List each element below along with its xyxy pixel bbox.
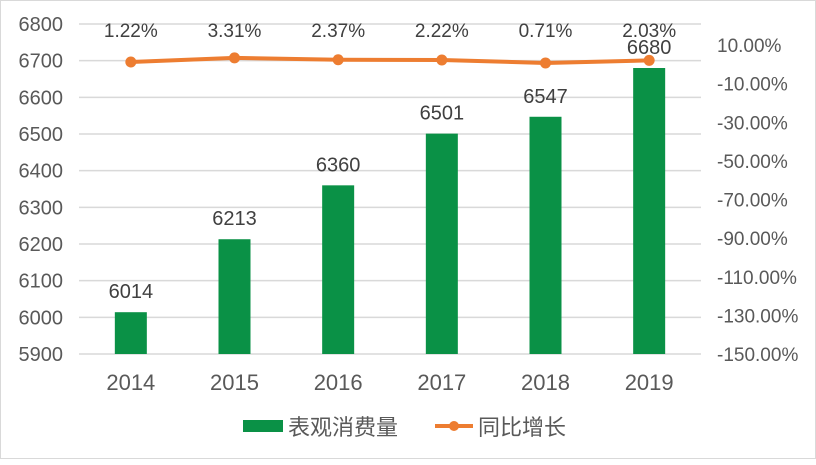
left-tick-label: 6400 [19,161,64,183]
bar-series [114,68,666,355]
x-tick-label: 2018 [521,370,570,395]
line-value-label: 2.03% [622,21,676,42]
line-marker [643,54,655,66]
line-series [125,52,655,69]
bar-data-labels: 6014 6213 6360 6501 6547 6680 [109,37,672,303]
bar [425,133,458,354]
x-tick-label: 2019 [625,370,674,395]
legend-line-label: 同比增长 [478,415,566,440]
gridlines [79,23,701,355]
line-value-label: 2.37% [311,21,365,42]
bar-value-label: 6014 [109,281,154,303]
bar-value-label: 6547 [523,86,568,108]
line-value-label: 0.71% [519,21,573,42]
line-data-labels: 1.22% 3.31% 2.37% 2.22% 0.71% 2.03% [104,21,676,42]
bar-value-label: 6501 [420,103,465,125]
right-tick-label: -10.00% [717,75,788,96]
line-marker [540,57,551,69]
right-tick-label: 10.00% [717,36,782,57]
left-tick-label: 6800 [19,14,64,36]
left-tick-label: 6300 [19,197,64,219]
legend-line-marker [449,421,459,431]
bar-value-label: 6213 [212,208,257,230]
growth-line [130,55,650,65]
bar-value-label: 6680 [627,37,672,59]
left-axis: 6800 6700 6600 6500 6400 6300 6200 6100 6000 5900 [19,14,64,366]
right-tick-label: -150.00% [717,345,798,366]
bar [218,239,251,354]
legend: 表观消费量 同比增长 [243,415,566,440]
x-tick-label: 2015 [210,370,259,395]
left-tick-label: 6100 [19,271,64,293]
line-marker [436,54,448,66]
bar [322,185,355,354]
legend-bar-swatch [243,420,283,432]
bar [633,68,666,354]
right-tick-label: -110.00% [717,268,797,289]
line-marker [125,56,137,68]
right-tick-label: -30.00% [717,113,788,134]
right-tick-label: -50.00% [717,152,788,173]
x-axis: 2014 2015 2016 2017 2018 2019 [106,370,673,395]
line-marker [229,52,240,64]
right-tick-label: -90.00% [717,229,788,250]
x-tick-label: 2017 [417,370,466,395]
left-tick-label: 6000 [19,307,64,329]
left-tick-label: 5900 [19,344,64,366]
left-tick-label: 6700 [19,51,64,73]
right-tick-label: -70.00% [717,191,788,212]
bar [529,116,562,355]
left-tick-label: 6200 [19,234,64,256]
left-tick-label: 6500 [19,124,64,146]
x-tick-label: 2014 [106,370,155,395]
bar [114,312,147,354]
legend-bar-label: 表观消费量 [288,415,398,440]
left-tick-label: 6600 [19,87,64,109]
bar-value-label: 6360 [316,154,361,176]
line-value-label: 2.22% [415,21,469,42]
line-marker [332,54,344,66]
right-tick-label: -130.00% [717,306,798,327]
right-axis: 10.00% -10.00% -30.00% -50.00% -70.00% -90.00… [717,36,798,366]
line-value-label: 1.22% [104,21,158,42]
x-tick-label: 2016 [314,370,363,395]
line-value-label: 3.31% [208,21,262,42]
